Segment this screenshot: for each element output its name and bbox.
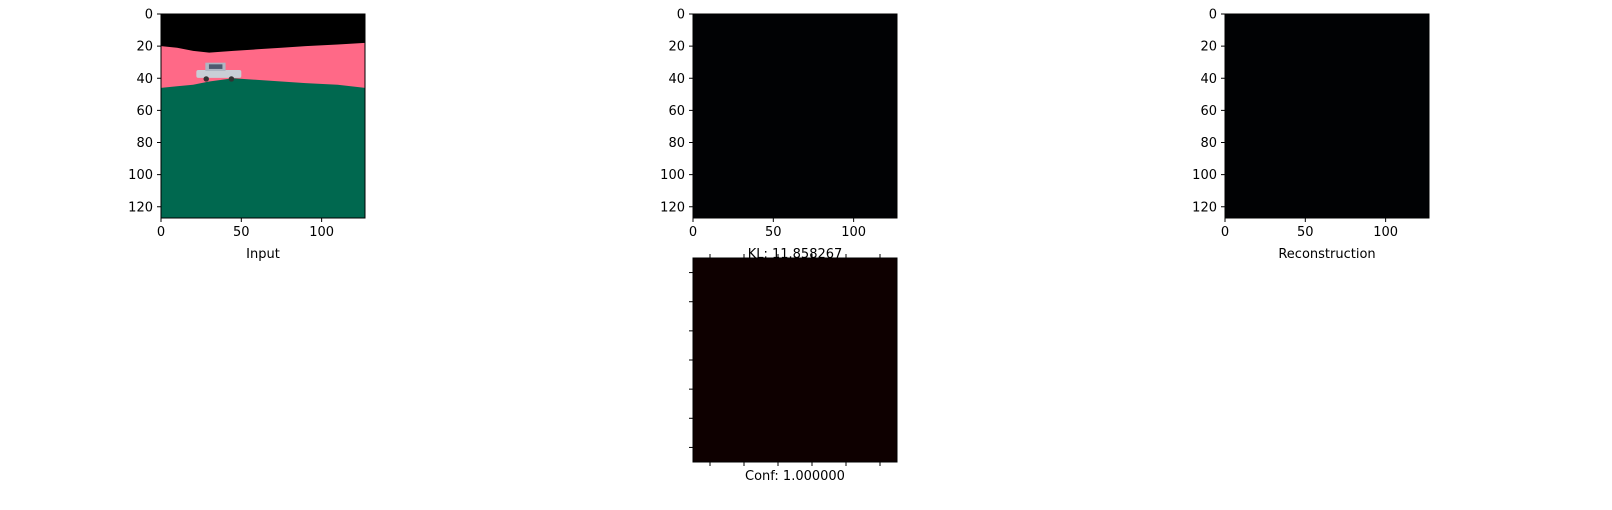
reconstruction-y-tick-label: 40 bbox=[1200, 72, 1217, 87]
kl-image bbox=[693, 14, 897, 218]
kl-y-tick-label: 80 bbox=[668, 136, 685, 151]
reconstruction-y-ticks: 0 20 40 60 80 100 120 bbox=[1192, 8, 1225, 215]
input-y-tick-label: 120 bbox=[128, 200, 153, 215]
reconstruction-x-tick-label: 100 bbox=[1373, 225, 1398, 240]
kl-y-tick-label: 120 bbox=[660, 200, 685, 215]
input-car-object bbox=[196, 62, 242, 82]
reconstruction-y-tick-label: 0 bbox=[1209, 8, 1217, 23]
reconstruction-x-tick-label: 50 bbox=[1297, 225, 1314, 240]
confidence-x-ticks bbox=[709, 254, 881, 466]
confidence-panel: Conf: 1.000000 bbox=[689, 254, 898, 484]
reconstruction-y-tick-label: 20 bbox=[1200, 40, 1217, 55]
input-x-tick-label: 100 bbox=[309, 225, 334, 240]
input-y-tick-label: 80 bbox=[136, 136, 153, 151]
input-y-tick-label: 40 bbox=[136, 72, 153, 87]
reconstruction-x-ticks: 0 50 100 bbox=[1221, 218, 1398, 240]
input-y-tick-label: 60 bbox=[136, 104, 153, 119]
confidence-x-axis-label: Conf: 1.000000 bbox=[745, 469, 845, 484]
kl-panel: 0 50 100 0 20 40 60 80 100 120 bbox=[660, 8, 898, 240]
car-window bbox=[208, 64, 223, 69]
input-y-ticks: 0 20 40 60 80 100 120 bbox=[128, 8, 161, 215]
input-y-tick-label: 0 bbox=[145, 8, 153, 23]
input-panel: 0 50 100 0 20 40 60 80 100 120 Input bbox=[128, 8, 366, 262]
car-wheel-right bbox=[228, 76, 235, 82]
reconstruction-y-tick-label: 80 bbox=[1200, 136, 1217, 151]
input-x-tick-label: 0 bbox=[157, 225, 165, 240]
input-y-tick-label: 100 bbox=[128, 168, 153, 183]
confidence-heatmap-cell bbox=[693, 258, 897, 462]
kl-axes-frame bbox=[692, 13, 898, 219]
kl-x-axis-label: KL: 11.858267 bbox=[748, 247, 843, 262]
kl-y-ticks: 0 20 40 60 80 100 120 bbox=[660, 8, 693, 215]
car-wheel-left bbox=[203, 76, 209, 82]
reconstruction-y-tick-label: 100 bbox=[1192, 168, 1217, 183]
input-axes-frame bbox=[160, 13, 366, 219]
kl-x-tick-label: 50 bbox=[765, 225, 782, 240]
input-y-tick-label: 20 bbox=[136, 40, 153, 55]
input-ground-region bbox=[161, 78, 365, 218]
kl-y-tick-label: 40 bbox=[668, 72, 685, 87]
reconstruction-y-tick-label: 60 bbox=[1200, 104, 1217, 119]
kl-y-tick-label: 20 bbox=[668, 40, 685, 55]
reconstruction-image bbox=[1225, 14, 1429, 218]
kl-x-tick-label: 0 bbox=[689, 225, 697, 240]
input-x-tick-label: 50 bbox=[233, 225, 250, 240]
reconstruction-panel: 0 50 100 0 20 40 60 80 100 120 Reconstruction bbox=[1192, 8, 1430, 262]
kl-y-tick-label: 0 bbox=[677, 8, 685, 23]
reconstruction-x-axis-label: Reconstruction bbox=[1278, 247, 1375, 262]
kl-y-tick-label: 100 bbox=[660, 168, 685, 183]
reconstruction-axes-frame bbox=[1224, 13, 1430, 219]
kl-x-ticks: 0 50 100 bbox=[689, 218, 866, 240]
input-x-axis-label: Input bbox=[246, 247, 280, 262]
confidence-y-ticks bbox=[689, 272, 693, 448]
reconstruction-x-tick-label: 0 bbox=[1221, 225, 1229, 240]
reconstruction-y-tick-label: 120 bbox=[1192, 200, 1217, 215]
car-body bbox=[196, 69, 242, 78]
input-x-ticks: 0 50 100 bbox=[157, 218, 334, 240]
kl-x-tick-label: 100 bbox=[841, 225, 866, 240]
kl-y-tick-label: 60 bbox=[668, 104, 685, 119]
